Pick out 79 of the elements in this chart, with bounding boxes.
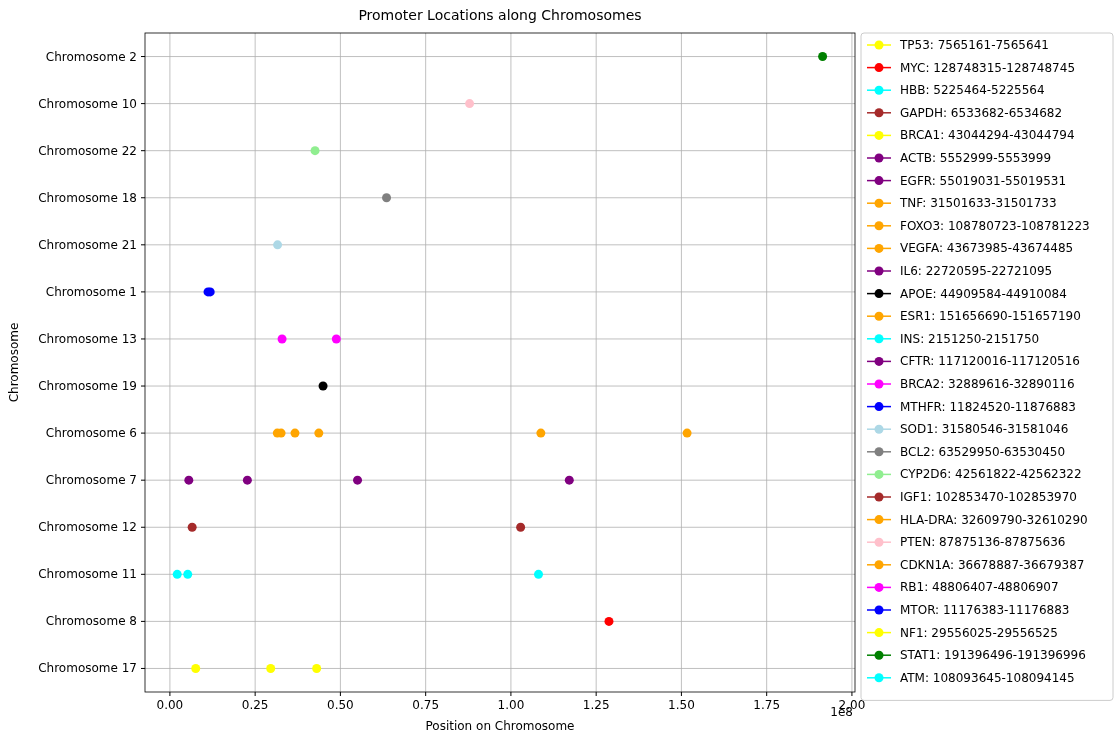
legend-label: CDKN1A: 36678887-36679387 bbox=[900, 557, 1085, 572]
x-axis-title: Position on Chromosome bbox=[425, 719, 575, 733]
legend-label: HBB: 5225464-5225564 bbox=[900, 83, 1045, 98]
point bbox=[242, 475, 252, 485]
point bbox=[564, 475, 574, 485]
x-tick-label: 0.25 bbox=[241, 698, 269, 712]
legend-label: CYP2D6: 42561822-42562322 bbox=[900, 467, 1082, 482]
y-tick-label: Chromosome 21 bbox=[38, 237, 137, 252]
y-tick-label: Chromosome 19 bbox=[38, 379, 137, 394]
legend-label: BRCA1: 43044294-43044794 bbox=[900, 128, 1075, 143]
legend-label: MTOR: 11176383-11176883 bbox=[900, 603, 1070, 617]
point bbox=[266, 663, 276, 673]
y-tick-label: Chromosome 18 bbox=[38, 190, 137, 205]
point bbox=[273, 240, 283, 250]
legend-label: TP53: 7565161-7565641 bbox=[899, 38, 1049, 52]
point bbox=[465, 99, 475, 109]
legend-label: ESR1: 151656690-151657190 bbox=[900, 309, 1081, 324]
point bbox=[318, 381, 328, 391]
legend-label: TNF: 31501633-31501733 bbox=[899, 196, 1057, 211]
point bbox=[314, 428, 324, 438]
y-tick-label: Chromosome 22 bbox=[38, 143, 137, 158]
legend-label: VEGFA: 43673985-43674485 bbox=[900, 241, 1074, 256]
legend-label: RB1: 48806407-48806907 bbox=[900, 580, 1059, 595]
point bbox=[818, 52, 828, 62]
y-tick-label: Chromosome 12 bbox=[38, 520, 137, 535]
point bbox=[312, 663, 322, 673]
point bbox=[191, 663, 201, 673]
y-tick-label: Chromosome 17 bbox=[38, 661, 137, 676]
legend-label: MYC: 128748315-128748745 bbox=[900, 60, 1076, 75]
point bbox=[331, 334, 341, 344]
legend-label: BCL2: 63529950-63530450 bbox=[900, 444, 1066, 459]
x-tick-label: 0.00 bbox=[156, 698, 184, 712]
x-tick-label: 1.25 bbox=[582, 698, 610, 712]
legend-label: CFTR: 117120016-117120516 bbox=[900, 354, 1080, 369]
point bbox=[353, 475, 363, 485]
legend-label: FOXO3: 108780723-108781223 bbox=[900, 218, 1090, 233]
legend-label: APOE: 44909584-44910084 bbox=[900, 286, 1067, 301]
legend-label: IGF1: 102853470-102853970 bbox=[900, 490, 1077, 504]
x-tick-label: 1.00 bbox=[497, 698, 525, 712]
y-tick-label: Chromosome 2 bbox=[45, 49, 137, 64]
legend-label: GAPDH: 6533682-6534682 bbox=[900, 105, 1063, 120]
legend-label: PTEN: 87875136-87875636 bbox=[900, 535, 1066, 550]
point bbox=[172, 569, 182, 579]
legend-label: ATM: 108093645-108094145 bbox=[900, 670, 1075, 685]
point bbox=[187, 522, 197, 532]
y-tick-label: Chromosome 13 bbox=[38, 331, 137, 346]
x-tick-label: 1.50 bbox=[668, 698, 695, 712]
legend-label: STAT1: 191396496-191396996 bbox=[900, 648, 1086, 663]
x-tick-label: 0.75 bbox=[412, 698, 440, 712]
legend-label: ACTB: 5552999-5553999 bbox=[900, 151, 1052, 165]
chart-title: Promoter Locations along Chromosomes bbox=[358, 7, 642, 23]
y-axis-title: Chromosome bbox=[7, 322, 21, 403]
point bbox=[310, 146, 320, 156]
legend-label: NF1: 29556025-29556525 bbox=[900, 625, 1058, 640]
legend-label: EGFR: 55019031-55019531 bbox=[900, 173, 1067, 188]
point bbox=[183, 569, 193, 579]
legend-label: MTHFR: 11824520-11876883 bbox=[900, 399, 1076, 414]
point bbox=[516, 522, 526, 532]
legend-label: HLA-DRA: 32609790-32610290 bbox=[900, 512, 1088, 527]
point bbox=[536, 428, 546, 438]
y-tick-label: Chromosome 10 bbox=[38, 96, 137, 111]
point bbox=[184, 475, 194, 485]
point bbox=[604, 616, 614, 626]
x-tick-label: 1.75 bbox=[753, 698, 781, 712]
x-tick-label: 0.50 bbox=[327, 698, 354, 712]
point bbox=[682, 428, 692, 438]
legend-label: INS: 2151250-2151750 bbox=[900, 331, 1040, 346]
y-tick-label: Chromosome 6 bbox=[45, 426, 137, 441]
legend-label: IL6: 22720595-22721095 bbox=[900, 264, 1053, 278]
y-tick-label: Chromosome 7 bbox=[45, 473, 137, 488]
point bbox=[290, 428, 300, 438]
point bbox=[277, 334, 287, 344]
legend-label: SOD1: 31580546-31581046 bbox=[900, 422, 1069, 437]
legend-label: BRCA2: 32889616-32890116 bbox=[900, 377, 1075, 391]
y-tick-label: Chromosome 11 bbox=[38, 567, 137, 582]
point bbox=[382, 193, 392, 203]
y-tick-label: Chromosome 8 bbox=[45, 614, 137, 629]
y-tick-label: Chromosome 1 bbox=[45, 284, 137, 299]
point bbox=[534, 569, 543, 579]
